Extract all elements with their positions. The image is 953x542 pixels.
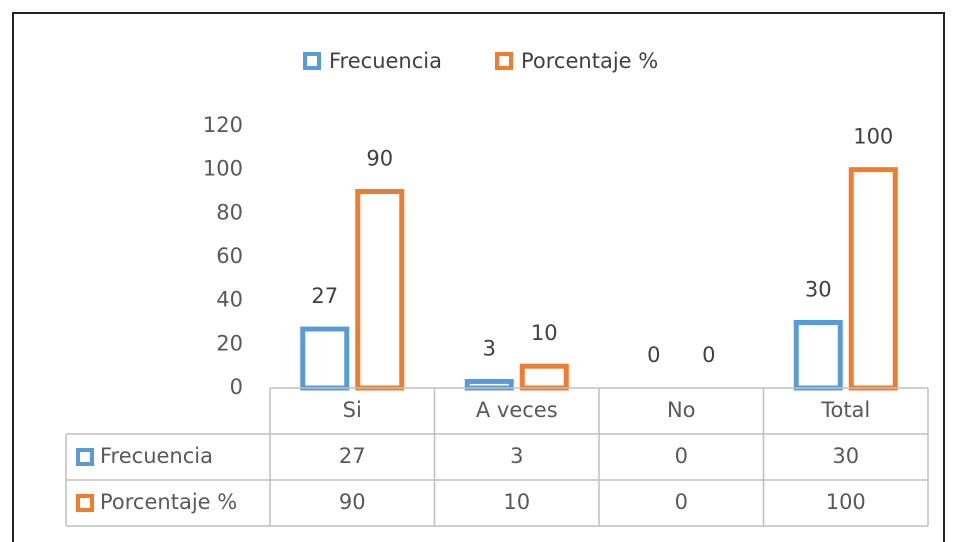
table-cell: 90 (339, 490, 366, 514)
bar (848, 167, 898, 391)
y-tick-label: 20 (216, 331, 243, 355)
data-label: 100 (853, 125, 893, 149)
x-tick-label: No (667, 398, 696, 422)
table-cell: 10 (503, 490, 530, 514)
bar (300, 326, 350, 391)
data-label: 90 (366, 147, 393, 171)
data-label: 0 (647, 343, 660, 367)
data-label: 3 (483, 336, 496, 360)
x-tick-label: Total (820, 398, 870, 422)
data-label: 27 (311, 284, 338, 308)
x-tick-label: Si (343, 398, 362, 422)
y-tick-label: 80 (216, 200, 243, 224)
y-tick-label: 120 (203, 113, 243, 137)
table-row-label: Porcentaje % (100, 490, 237, 514)
bar (355, 189, 405, 391)
legend-key (303, 52, 321, 70)
table-cell: 100 (826, 490, 866, 514)
x-tick-label: A veces (476, 398, 558, 422)
bar (464, 378, 514, 391)
legend-key (495, 52, 513, 70)
table-row-label: Frecuencia (100, 444, 213, 468)
y-tick-label: 40 (216, 288, 243, 312)
legend-label: Frecuencia (329, 49, 442, 73)
data-label: 0 (702, 343, 715, 367)
table-legend-key (76, 448, 94, 466)
chart-border (12, 12, 945, 542)
y-tick-label: 60 (216, 244, 243, 268)
data-label: 10 (531, 321, 558, 345)
data-label: 30 (805, 278, 832, 302)
legend-label: Porcentaje % (521, 49, 658, 73)
y-tick-label: 0 (230, 375, 243, 399)
table-legend-key (76, 494, 94, 512)
table-cell: 0 (675, 444, 688, 468)
table-cell: 30 (832, 444, 859, 468)
table-cell: 27 (339, 444, 366, 468)
bar (519, 363, 569, 391)
y-tick-label: 100 (203, 157, 243, 181)
bar (793, 320, 843, 391)
table-cell: 0 (675, 490, 688, 514)
table-cell: 3 (510, 444, 523, 468)
